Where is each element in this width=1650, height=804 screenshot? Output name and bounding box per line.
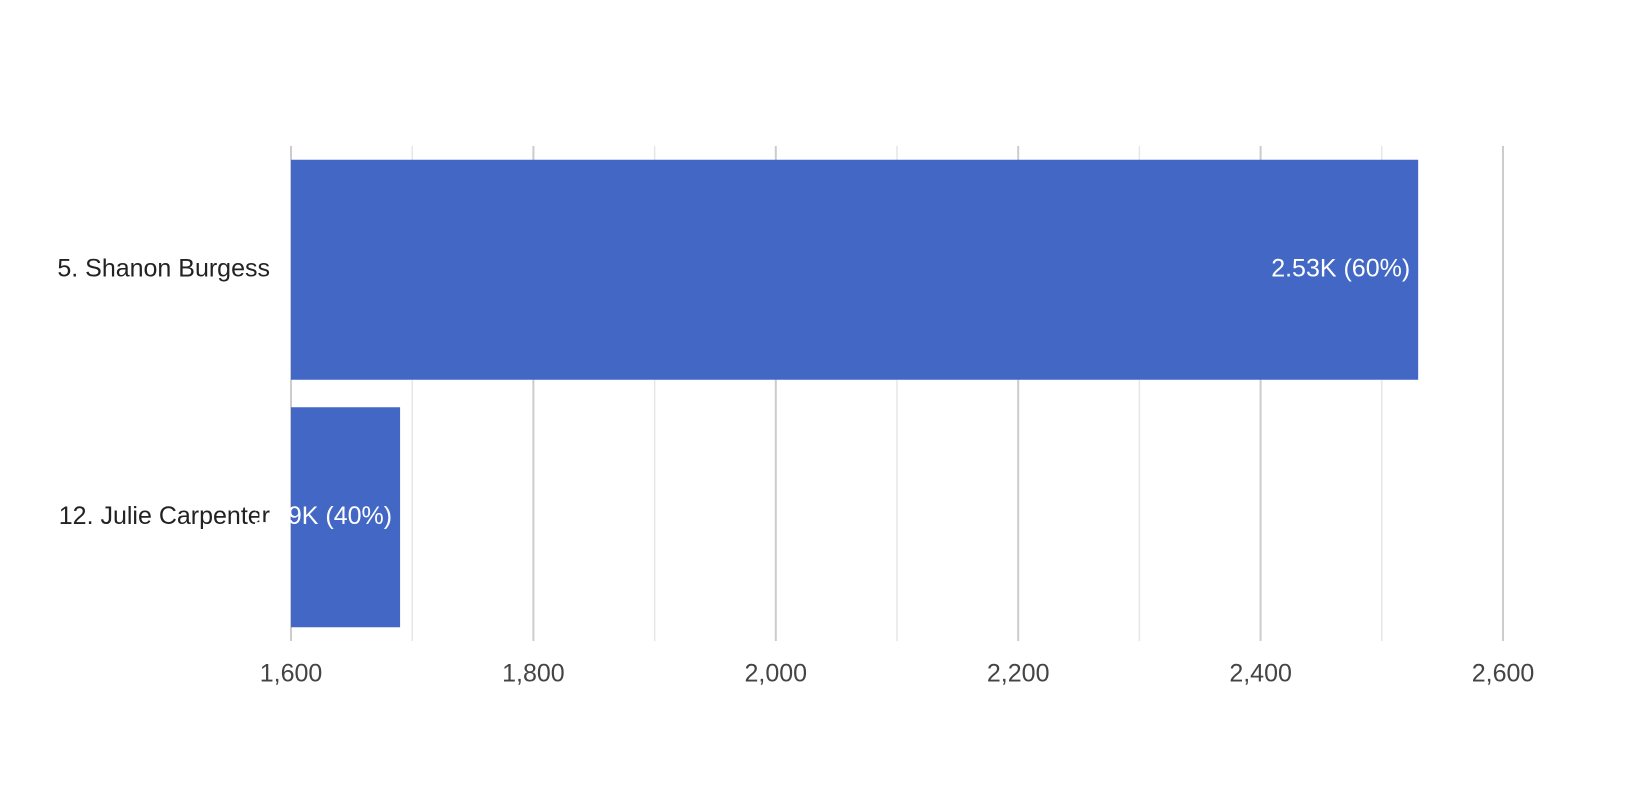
bar: [291, 159, 1419, 380]
x-tick-label: 1,600: [260, 660, 323, 688]
x-tick-label: 1,800: [502, 660, 565, 688]
x-tick-label: 2,200: [987, 660, 1050, 688]
bar: [291, 407, 401, 628]
category-label: 5. Shanon Burgess: [57, 254, 270, 282]
category-label: 12. Julie Carpenter: [59, 502, 270, 530]
value-label: 1.69K (40%): [253, 502, 392, 530]
value-label: 2.53K (60%): [1271, 254, 1410, 282]
x-tick-label: 2,600: [1472, 660, 1535, 688]
x-tick-label: 2,400: [1229, 660, 1292, 688]
x-tick-label: 2,000: [745, 660, 808, 688]
